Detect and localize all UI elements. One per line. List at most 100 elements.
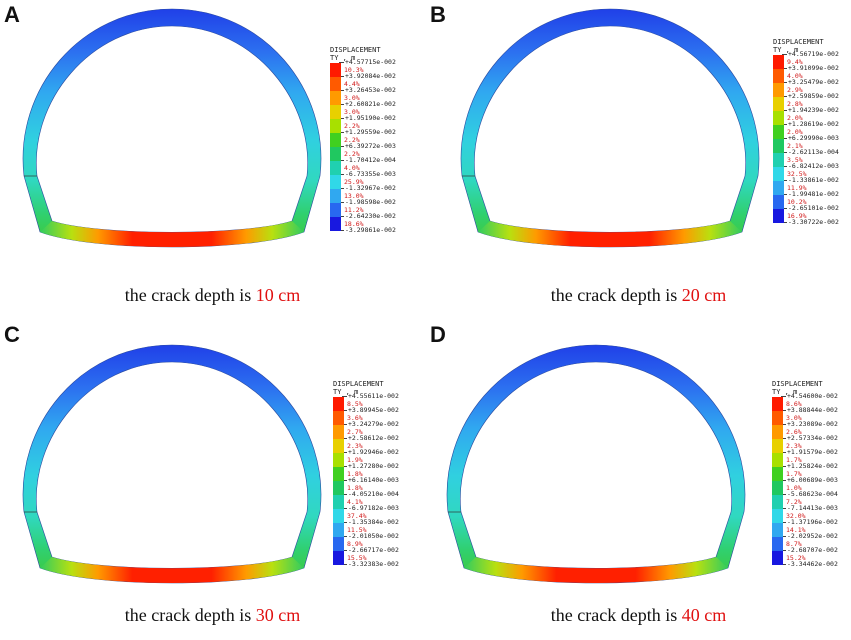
- legend-percentage: 2.0%: [787, 114, 803, 122]
- legend-percentage: 11.9%: [787, 184, 807, 192]
- legend-percentage: 14.1%: [786, 526, 806, 534]
- legend-band: 1.8%: [333, 467, 433, 481]
- legend-color-swatch: [772, 439, 783, 453]
- legend-color-swatch: [333, 467, 344, 481]
- legend-percentage: 2.8%: [787, 100, 803, 108]
- legend-color-swatch: [772, 537, 783, 551]
- legend-color-swatch: [333, 439, 344, 453]
- legend-tick-label: -3.30722e-002: [782, 218, 839, 226]
- caption: the crack depth is 20 cm: [426, 285, 851, 306]
- legend-color-swatch: [773, 97, 784, 111]
- displacement-legend: DISPLACEMENT TY , m +4.56719e-002 +3.9109…: [773, 38, 851, 232]
- legend-percentage: 3.6%: [347, 414, 363, 422]
- legend-color-swatch: [772, 523, 783, 537]
- tunnel-contour-plot: [22, 344, 322, 584]
- panel-b: B DISPLACEMENT TY , m +4.56719e-002 +3.91…: [426, 0, 851, 320]
- caption-prefix: the crack depth is: [124, 285, 256, 305]
- legend-color-swatch: [773, 139, 784, 153]
- legend-color-swatch: [333, 453, 344, 467]
- legend-band: 3.0%: [330, 105, 430, 119]
- legend-color-swatch: [333, 495, 344, 509]
- legend-band: 11.9%: [773, 181, 851, 195]
- legend-title: DISPLACEMENT TY , m: [330, 46, 381, 62]
- legend-color-swatch: [333, 481, 344, 495]
- legend-body: +4.57715e-002 +3.92084e-002 +3.26453e-002 +…: [330, 58, 430, 240]
- legend-tick-label: +2.60821e-002: [339, 100, 396, 108]
- legend-band: 18.6%: [330, 217, 430, 231]
- legend-percentage: 25.9%: [344, 178, 364, 186]
- legend-color-swatch: [772, 425, 783, 439]
- legend-band: 11.5%: [333, 523, 433, 537]
- legend-percentage: 10.3%: [344, 66, 364, 74]
- legend-tick-label: +2.59859e-002: [782, 92, 839, 100]
- legend-percentage: 15.5%: [347, 554, 367, 562]
- legend-tick-label: +4.56719e-002: [782, 50, 839, 58]
- legend-band: 16.9%: [773, 209, 851, 223]
- legend-band: 32.5%: [773, 167, 851, 181]
- legend-color-swatch: [773, 209, 784, 223]
- legend-percentage: 37.4%: [347, 512, 367, 520]
- legend-title: DISPLACEMENT TY , m: [333, 380, 384, 396]
- legend-tick-label: +3.92084e-002: [339, 72, 396, 80]
- caption: the crack depth is 40 cm: [426, 605, 851, 626]
- legend-tick-label: +2.58612e-002: [342, 434, 399, 442]
- legend-band: 4.4%: [330, 77, 430, 91]
- legend-tick-label: -5.68623e-004: [781, 490, 838, 498]
- legend-percentage: 1.7%: [786, 456, 802, 464]
- legend-color-swatch: [330, 91, 341, 105]
- caption: the crack depth is 10 cm: [0, 285, 425, 306]
- legend-band: 4.1%: [333, 495, 433, 509]
- legend-color-swatch: [330, 189, 341, 203]
- legend-color-swatch: [773, 125, 784, 139]
- legend-percentage: 1.9%: [347, 456, 363, 464]
- legend-band: 14.1%: [772, 523, 851, 537]
- legend-tick-label: -2.64230e-002: [339, 212, 396, 220]
- displacement-legend: DISPLACEMENT TY , m +4.55611e-002 +3.8994…: [333, 380, 433, 574]
- caption-prefix: the crack depth is: [124, 605, 256, 625]
- legend-tick-label: +1.94239e-002: [782, 106, 839, 114]
- legend-tick-label: +1.27280e-002: [342, 462, 399, 470]
- legend-tick-label: -1.98598e-002: [339, 198, 396, 206]
- legend-tick-label: -3.34462e-002: [781, 560, 838, 568]
- legend-percentage: 16.9%: [787, 212, 807, 220]
- legend-percentage: 2.3%: [347, 442, 363, 450]
- legend-band: 8.9%: [333, 537, 433, 551]
- legend-tick-label: +3.23089e-002: [781, 420, 838, 428]
- legend-band: 37.4%: [333, 509, 433, 523]
- legend-percentage: 3.0%: [786, 414, 802, 422]
- legend-tick-label: +1.95190e-002: [339, 114, 396, 122]
- legend-band: 3.0%: [330, 91, 430, 105]
- legend-tick-label: -2.65101e-002: [782, 204, 839, 212]
- crack-depth-value: 10 cm: [255, 285, 301, 305]
- legend-percentage: 2.3%: [786, 442, 802, 450]
- legend-tick-label: +3.89945e-002: [342, 406, 399, 414]
- legend-color-swatch: [772, 495, 783, 509]
- legend-percentage: 8.9%: [347, 540, 363, 548]
- legend-band: 3.6%: [333, 411, 433, 425]
- legend-percentage: 1.7%: [786, 470, 802, 478]
- legend-band: 2.9%: [773, 83, 851, 97]
- legend-tick-label: -2.68707e-002: [781, 546, 838, 554]
- legend-percentage: 10.2%: [787, 198, 807, 206]
- legend-tick-label: -2.66717e-002: [342, 546, 399, 554]
- caption-prefix: the crack depth is: [550, 285, 682, 305]
- legend-color-swatch: [772, 453, 783, 467]
- legend-band: 2.7%: [333, 425, 433, 439]
- legend-tick-label: -6.97182e-003: [342, 504, 399, 512]
- legend-band: 2.0%: [773, 125, 851, 139]
- legend-color-swatch: [773, 167, 784, 181]
- legend-tick-label: +3.88844e-002: [781, 406, 838, 414]
- legend-color-swatch: [330, 63, 341, 77]
- panel-label: C: [4, 322, 20, 347]
- legend-tick-label: -1.70412e-004: [339, 156, 396, 164]
- legend-percentage: 4.0%: [787, 72, 803, 80]
- legend-tick-label: -1.99481e-002: [782, 190, 839, 198]
- legend-band: 2.1%: [773, 139, 851, 153]
- legend-band: 10.2%: [773, 195, 851, 209]
- legend-tick-label: -7.14413e-003: [781, 504, 838, 512]
- legend-percentage: 3.0%: [344, 94, 360, 102]
- legend-band: 9.4%: [773, 55, 851, 69]
- legend-color-swatch: [330, 105, 341, 119]
- legend-color-swatch: [333, 411, 344, 425]
- legend-title: DISPLACEMENT TY , m: [773, 38, 824, 54]
